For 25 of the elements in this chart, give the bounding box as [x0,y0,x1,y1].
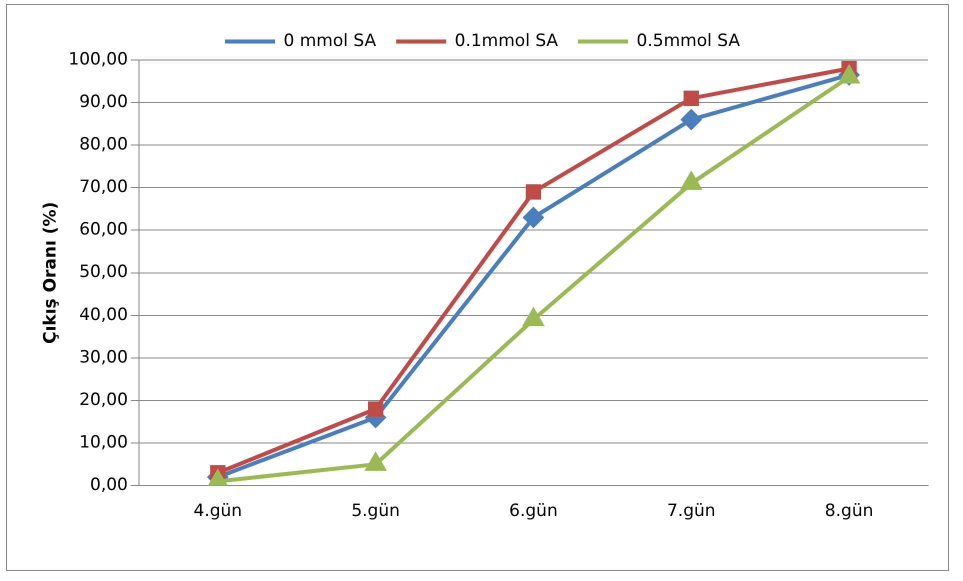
y-tick-label: 10,00 [79,432,128,452]
x-tick-label: 5.gün [351,501,400,522]
x-tick-label: 8.gün [824,501,874,522]
x-tick-label: 6.gün [509,501,558,522]
point [684,90,699,106]
y-tick-label: 0,00 [90,475,128,496]
point [523,207,544,228]
y-tick-label: 80,00 [79,134,128,155]
x-tick-label: 7.gün [666,501,716,522]
x-tick-label: 4.gün [194,501,242,522]
y-tick-label: 60,00 [79,220,128,240]
legend-label: 0 mmol SA [284,30,377,51]
y-axis-title: Çıkış Oranı (%) [40,202,61,344]
point [368,401,384,417]
y-tick-label: 90,00 [79,92,128,112]
y-tick-label: 30,00 [79,347,128,368]
y-tick-label: 100,00 [68,49,128,70]
y-tick-label: 40,00 [79,304,128,325]
y-tick-label: 20,00 [79,390,128,410]
y-tick-label: 70,00 [79,177,128,198]
y-tick-label: 50,00 [79,262,128,282]
point [681,110,702,130]
legend-label: 0.1mmol SA [454,30,558,51]
legend-label: 0.5mmol SA [636,30,740,51]
point [526,184,542,200]
